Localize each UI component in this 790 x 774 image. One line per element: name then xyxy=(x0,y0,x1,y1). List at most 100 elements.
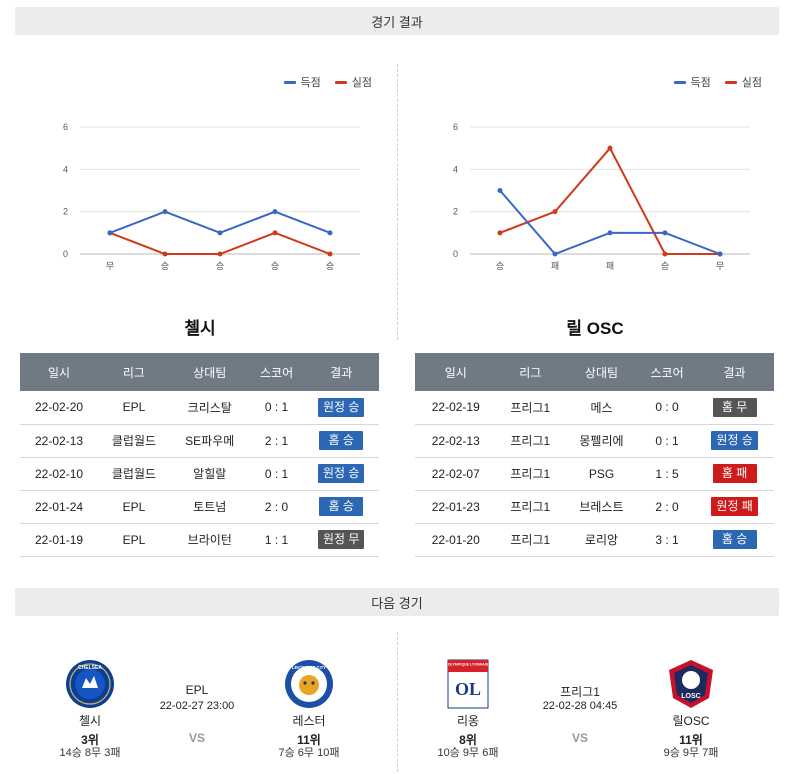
table-header-row: 일시 리그 상대팀 스코어 결과 xyxy=(415,353,774,391)
data-point-conceded xyxy=(272,230,278,236)
data-point-scored xyxy=(107,230,113,236)
home-team-rank: 8위 xyxy=(459,733,477,747)
lyon-crest-icon[interactable]: OLYMPIQUE LYONNAIS OL xyxy=(442,658,494,710)
opponent-cell: SE파우메 xyxy=(169,424,250,458)
result-badge: 원정 무 xyxy=(318,530,365,549)
score-cell: 0 : 1 xyxy=(638,424,696,458)
chart-svg: 0 2 4 6 승 패 패 승 무 xyxy=(453,122,750,272)
chart-legend: 득점 실점 xyxy=(283,74,372,90)
date-cell: 22-02-07 xyxy=(415,457,497,491)
result-cell: 홈 승 xyxy=(303,490,379,524)
score-cell: 0 : 0 xyxy=(638,391,696,425)
table-row: 22-01-19 EPL 브라이턴 1 : 1 원정 무 xyxy=(20,523,379,557)
home-team-name[interactable]: 첼시 xyxy=(78,714,102,728)
table-row: 22-01-23 프리그1 브레스트 2 : 0 원정 패 xyxy=(415,490,774,524)
x-tick-label: 승 xyxy=(216,261,224,272)
score-cell: 0 : 1 xyxy=(249,457,304,491)
y-tick-label: 6 xyxy=(453,122,458,132)
chelsea-crest-icon[interactable]: CHELSEA xyxy=(64,658,116,710)
result-badge: 홈 승 xyxy=(319,497,364,516)
table-row: 22-02-07 프리그1 PSG 1 : 5 홈 패 xyxy=(415,457,774,491)
x-tick-label: 승 xyxy=(326,261,334,272)
date-cell: 22-02-19 xyxy=(415,391,497,425)
opponent-cell: 알힐랄 xyxy=(169,457,250,491)
data-point-scored xyxy=(272,209,278,215)
league-cell: EPL xyxy=(98,490,170,524)
next-match-section-title: 다음 경기 xyxy=(371,595,423,611)
league-cell: 프리그1 xyxy=(496,457,565,491)
results-section-header: 경기 결과 xyxy=(15,7,779,35)
opponent-cell: 브라이턴 xyxy=(169,523,250,557)
series-line-conceded xyxy=(109,231,331,255)
opponent-cell: 브레스트 xyxy=(564,490,639,524)
x-tick-label: 무 xyxy=(106,261,114,272)
next-match-lille: OLYMPIQUE LYONNAIS OL 리옹 8위 10승 9무 6패 프리… xyxy=(415,640,775,770)
result-cell: 원정 승 xyxy=(695,424,774,458)
series-line-conceded xyxy=(499,146,720,255)
result-badge: 원정 패 xyxy=(711,497,758,516)
vs-label: VS xyxy=(571,731,588,745)
legend-conceded[interactable]: 실점 xyxy=(334,74,372,90)
lille-crest-icon[interactable]: LOSC xyxy=(665,658,717,710)
score-cell: 1 : 5 xyxy=(638,457,696,491)
score-cell: 2 : 0 xyxy=(249,490,304,524)
result-cell: 원정 승 xyxy=(303,457,379,491)
x-tick-label: 패 xyxy=(551,261,559,272)
league-cell: 클럽월드 xyxy=(98,457,170,491)
leicester-crest-text: LEICESTER CITY xyxy=(292,665,326,670)
away-team-name[interactable]: 릴OSC xyxy=(672,714,710,728)
data-point-conceded xyxy=(607,145,613,151)
legend-scored-label: 득점 xyxy=(690,77,711,89)
legend-conceded-swatch xyxy=(334,80,347,84)
leicester-crest-icon[interactable]: LEICESTER CITY xyxy=(283,658,335,710)
legend-conceded-label: 실점 xyxy=(741,77,762,89)
x-tick-label: 패 xyxy=(606,261,614,272)
result-badge: 원정 승 xyxy=(318,397,365,417)
table-row: 22-01-20 프리그1 로리앙 3 : 1 홈 승 xyxy=(415,523,774,557)
chart-svg: 0 2 4 6 무 승 승 승 승 xyxy=(63,122,360,272)
chart-chelsea-form: 0 2 4 6 무 승 승 승 승 득점 실점 xyxy=(20,60,390,290)
home-team-record: 10승 9무 6패 xyxy=(437,747,499,759)
table-row: 22-01-24 EPL 토트넘 2 : 0 홈 승 xyxy=(20,490,379,524)
legend-conceded-swatch xyxy=(724,80,737,84)
match-time: 22-02-27 23:00 xyxy=(159,700,235,712)
away-team-rank: 11위 xyxy=(679,733,703,747)
match-league: 프리그1 xyxy=(560,685,600,699)
result-badge: 홈 승 xyxy=(319,431,364,450)
league-cell: EPL xyxy=(98,523,170,557)
away-team-name[interactable]: 레스터 xyxy=(292,714,326,728)
x-tick-label: 승 xyxy=(661,261,669,272)
team-title-chelsea: 첼시 xyxy=(184,319,216,338)
data-point-conceded xyxy=(327,251,333,257)
col-league-header: 리그 xyxy=(496,353,565,391)
col-result-header: 결과 xyxy=(695,353,774,391)
table-header-row: 일시 리그 상대팀 스코어 결과 xyxy=(20,353,379,391)
data-point-conceded xyxy=(497,230,503,236)
data-point-conceded xyxy=(662,251,668,257)
result-badge: 홈 승 xyxy=(712,530,757,549)
league-cell: 프리그1 xyxy=(496,523,565,557)
result-cell: 원정 무 xyxy=(303,523,379,557)
legend-conceded[interactable]: 실점 xyxy=(724,74,762,90)
y-tick-label: 6 xyxy=(63,122,68,132)
legend-scored[interactable]: 득점 xyxy=(283,74,321,90)
date-cell: 22-01-20 xyxy=(415,523,497,557)
date-cell: 22-01-23 xyxy=(415,490,497,524)
home-team-name[interactable]: 리옹 xyxy=(456,714,480,728)
lille-crest-text: LOSC xyxy=(681,693,700,700)
result-badge: 원정 승 xyxy=(318,464,365,483)
data-point-scored xyxy=(662,230,668,236)
opponent-cell: 몽펠리에 xyxy=(564,424,639,458)
date-cell: 22-02-13 xyxy=(415,424,497,458)
legend-scored[interactable]: 득점 xyxy=(673,74,711,90)
data-point-conceded xyxy=(217,251,223,257)
col-opponent-header: 상대팀 xyxy=(564,353,639,391)
col-result-header: 결과 xyxy=(303,353,379,391)
data-point-scored xyxy=(552,251,558,257)
date-cell: 22-01-24 xyxy=(20,490,99,524)
result-cell: 홈 무 xyxy=(695,391,774,425)
home-team-record: 14승 8무 3패 xyxy=(59,747,121,759)
score-cell: 3 : 1 xyxy=(638,523,696,557)
col-opponent-header: 상대팀 xyxy=(169,353,250,391)
